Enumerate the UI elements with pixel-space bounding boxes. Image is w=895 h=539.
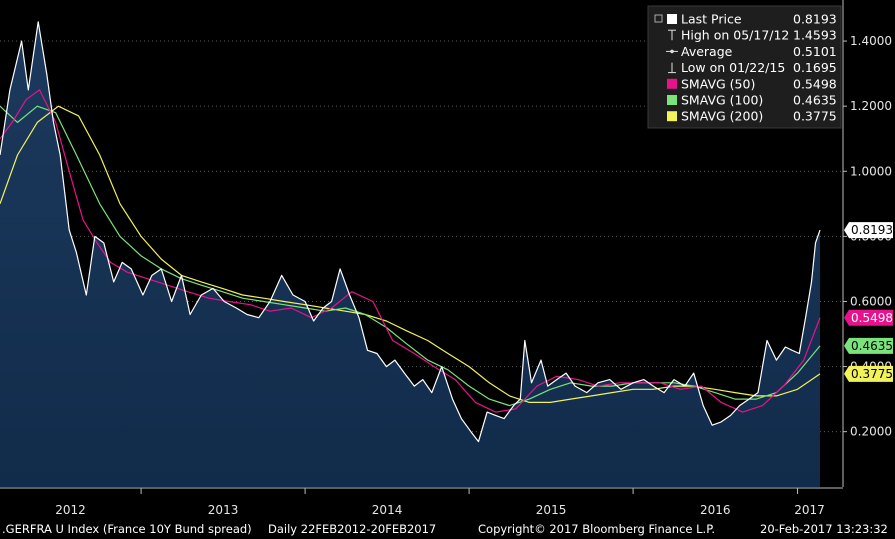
- end-label-sma100: 0.4635: [844, 337, 893, 354]
- legend-label: SMAVG (100): [681, 93, 763, 108]
- end-label-last: 0.8193: [844, 222, 893, 239]
- legend-value: 0.5101: [793, 44, 837, 59]
- sma50-line: [0, 89, 821, 413]
- footer-copyright: Copyright© 2017 Bloomberg Finance L.P.: [478, 522, 715, 536]
- end-label-value: 0.4635: [851, 339, 893, 353]
- legend-item-6: SMAVG (200) 0.3775: [667, 109, 837, 124]
- x-tick-label-2: 2014: [372, 503, 403, 517]
- legend-value: 0.3775: [793, 109, 837, 124]
- end-label-value: 0.3775: [851, 367, 893, 381]
- y-tick-label-0: 1.4000: [850, 34, 892, 48]
- legend-collapse-icon: [654, 14, 663, 23]
- end-label-badge: [844, 337, 893, 354]
- legend-label: High on 05/17/12: [681, 28, 789, 43]
- footer-range: Daily 22FEB2012-20FEB2017: [268, 522, 437, 536]
- price-area: [0, 21, 820, 488]
- legend-swatch: [667, 95, 677, 105]
- legend-swatch: [667, 111, 677, 122]
- legend-label: SMAVG (50): [681, 76, 755, 91]
- x-axis-ticks: 2012 2013 2014 2015 2016 2017: [55, 488, 825, 517]
- legend-label: Average: [681, 44, 733, 59]
- y-tick-label-1: 1.2000: [850, 99, 892, 113]
- legend-label: Low on 01/22/15: [681, 60, 785, 75]
- legend-box: [647, 5, 842, 129]
- end-label-badge: [844, 309, 893, 326]
- x-tick-label-3: 2015: [536, 503, 567, 517]
- end-label-value: 0.8193: [851, 223, 893, 237]
- last-price-line: [0, 21, 821, 443]
- footer-index: .GERFRA U Index (France 10Y Bund spread): [2, 522, 252, 536]
- sma200-line: [0, 105, 821, 403]
- end-label-sma200: 0.3775: [844, 365, 893, 382]
- series-lines: [0, 21, 821, 443]
- legend-value: 0.4635: [793, 93, 837, 108]
- price-area-fill: [0, 21, 820, 488]
- footer-timestamp: 20-Feb-2017 13:23:32: [760, 522, 888, 536]
- legend-item-4: SMAVG (50) 0.5498: [667, 76, 837, 91]
- legend-swatch: [667, 14, 677, 24]
- legend-value: 0.5498: [793, 76, 837, 91]
- x-tick-label-0: 2012: [55, 503, 86, 517]
- footer: .GERFRA U Index (France 10Y Bund spread)…: [0, 520, 895, 539]
- legend-value: 0.1695: [793, 60, 837, 75]
- legend-label: SMAVG (200): [681, 109, 763, 124]
- end-label-badge: [844, 222, 893, 239]
- end-label-badge: [844, 365, 893, 382]
- x-tick-label-1: 2013: [208, 503, 239, 517]
- legend-item-0: Last Price 0.8193: [667, 12, 837, 27]
- end-label-value: 0.5498: [851, 311, 893, 325]
- legend-item-1: High on 05/17/12 1.4593: [668, 28, 837, 43]
- axes: [0, 0, 844, 489]
- x-tick-label-4: 2016: [700, 503, 731, 517]
- y-tick-label-4: 0.6000: [850, 294, 892, 308]
- legend-item-5: SMAVG (100) 0.4635: [667, 93, 837, 108]
- y-tick-label-6: 0.2000: [850, 425, 892, 439]
- legend-swatch: [667, 78, 677, 89]
- legend-item-2: Average 0.5101: [666, 44, 837, 59]
- legend-item-3: Low on 01/22/15 0.1695: [668, 60, 837, 75]
- legend-value: 1.4593: [793, 28, 837, 43]
- y-tick-label-2: 1.0000: [850, 164, 892, 178]
- legend-value: 0.8193: [793, 12, 837, 27]
- legend-label: Last Price: [681, 12, 742, 27]
- x-tick-label-5: 2017: [794, 503, 825, 517]
- end-label-sma50: 0.5498: [844, 309, 893, 326]
- end-value-labels: 0.8193 0.5498 0.4635 0.3775: [844, 222, 893, 382]
